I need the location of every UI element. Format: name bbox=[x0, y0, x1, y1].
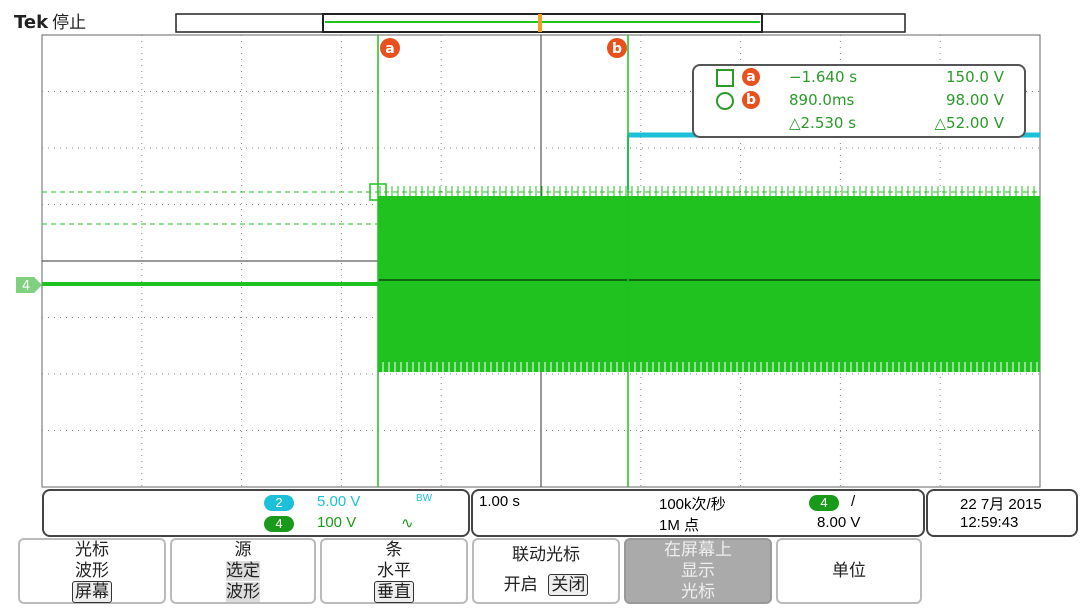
menu-linked-cursors[interactable]: 联动光标 开启 关闭 bbox=[472, 538, 620, 604]
svg-text:4: 4 bbox=[22, 279, 30, 294]
horizontal-trigger-panel[interactable]: 1.00 s 100k次/秒 1M 点 4 / 8.00 V bbox=[471, 489, 925, 537]
ch4-waveform-band bbox=[378, 196, 1040, 372]
linked-off-option[interactable]: 关闭 bbox=[548, 574, 589, 596]
svg-text:b: b bbox=[612, 41, 622, 57]
cursor-a-badge bbox=[380, 38, 400, 58]
cursor-b-badge bbox=[607, 38, 627, 58]
svg-text:a: a bbox=[385, 41, 394, 57]
square-icon bbox=[716, 69, 734, 87]
menu-cursor-type[interactable]: 光标 波形 屏幕 bbox=[18, 538, 166, 604]
cursor-readout: a −1.640 s 150.0 V b 890.0ms 98.00 V △2.530 … bbox=[692, 64, 1026, 138]
channel-panel[interactable]: 2 5.00 V BW 4 100 V ∿ bbox=[42, 489, 470, 537]
menu-bars[interactable]: 条水平 垂直 bbox=[320, 538, 468, 604]
acquisition-status: 停止 bbox=[52, 13, 87, 33]
menu-units[interactable]: 单位 bbox=[776, 538, 922, 604]
circle-icon bbox=[716, 92, 734, 110]
menu-show-cursors[interactable]: 在屏幕上 显示 光标 bbox=[624, 538, 772, 604]
linked-on-option[interactable]: 开启 bbox=[503, 575, 538, 595]
waveform-display: a b 4 bbox=[16, 13, 1041, 488]
ch4-ground-marker bbox=[16, 277, 42, 293]
brand-status: Tek 停止 bbox=[14, 12, 87, 33]
menu-source[interactable]: 源选定 波形 bbox=[170, 538, 316, 604]
datetime-panel: 22 7月 2015 12:59:43 bbox=[926, 489, 1078, 537]
cursor-a-marker bbox=[369, 183, 387, 201]
